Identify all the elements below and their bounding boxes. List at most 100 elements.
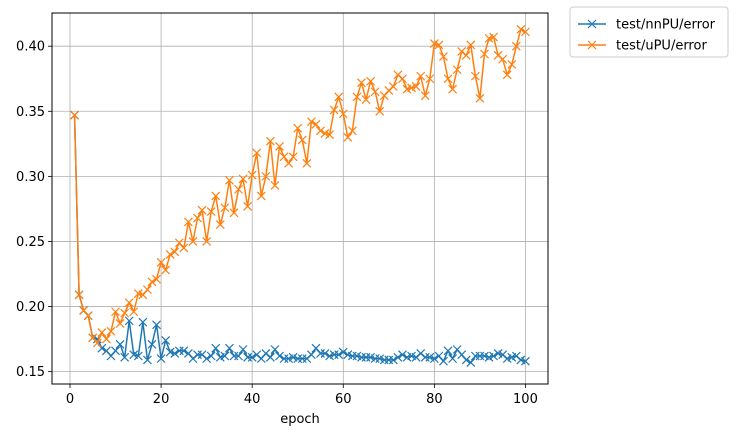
- data-point: [111, 346, 120, 356]
- data-point: [161, 335, 171, 345]
- data-point: [393, 352, 403, 362]
- data-point: [306, 117, 316, 127]
- y-tick-label: 0.20: [16, 300, 45, 315]
- legend-marker: [587, 19, 597, 29]
- data-point: [270, 181, 280, 190]
- data-point: [466, 358, 476, 367]
- data-point: [170, 247, 180, 257]
- grid: [52, 13, 548, 384]
- data-point: [334, 350, 344, 360]
- data-point: [261, 171, 271, 181]
- data-point: [338, 109, 348, 119]
- data-point: [102, 334, 111, 344]
- data-point: [265, 352, 275, 362]
- legend-item: test/uPU/error: [578, 39, 707, 54]
- data-point: [97, 328, 107, 338]
- data-point: [206, 351, 216, 361]
- data-point: [439, 356, 448, 366]
- data-point: [347, 126, 357, 136]
- data-point: [183, 217, 193, 227]
- data-point: [338, 347, 348, 357]
- data-point: [115, 319, 125, 328]
- data-point: [420, 91, 430, 101]
- legend-box: [569, 6, 729, 58]
- data-point: [275, 142, 284, 151]
- data-point: [252, 148, 262, 158]
- data-point: [224, 175, 234, 185]
- data-point: [388, 82, 398, 91]
- data-point: [448, 84, 458, 94]
- data-point: [156, 354, 166, 364]
- data-point: [124, 316, 134, 326]
- series-line: [73, 28, 526, 344]
- data-point: [92, 338, 102, 348]
- data-point: [202, 237, 212, 246]
- data-point: [279, 152, 289, 162]
- data-point: [398, 74, 407, 84]
- data-point: [439, 52, 448, 62]
- data-point: [311, 119, 321, 129]
- y-tick-label: 0.25: [16, 235, 45, 250]
- data-point: [411, 82, 421, 91]
- data-point: [370, 87, 380, 97]
- data-point: [334, 92, 344, 102]
- legend-item: test/nnPU/error: [578, 18, 716, 33]
- data-point: [234, 184, 243, 194]
- data-point: [234, 351, 243, 361]
- series-line: [73, 115, 526, 364]
- data-point: [179, 346, 189, 356]
- legend-label: test/uPU/error: [616, 39, 707, 54]
- data-point: [498, 54, 508, 64]
- data-point: [106, 326, 116, 336]
- data-point: [461, 50, 471, 60]
- data-point: [156, 257, 166, 267]
- data-point: [466, 40, 476, 50]
- data-point: [521, 27, 530, 37]
- data-point: [256, 191, 266, 201]
- data-point: [325, 130, 335, 140]
- data-point: [434, 40, 444, 50]
- data-point: [142, 285, 152, 295]
- data-point: [316, 126, 325, 136]
- legend: test/nnPU/error test/uPU/error: [569, 6, 729, 58]
- y-tick-label: 0.15: [16, 365, 45, 380]
- y-tick-label: 0.35: [16, 105, 45, 120]
- data-point: [129, 307, 139, 317]
- data-point: [238, 174, 248, 184]
- data-point: [179, 243, 189, 253]
- data-point: [202, 354, 212, 364]
- x-tick-label: 0: [66, 392, 74, 407]
- data-point: [238, 345, 248, 354]
- data-point: [343, 132, 353, 142]
- x-axis-label: epoch: [280, 412, 320, 427]
- y-tick-label: 0.40: [16, 40, 45, 55]
- data-point: [452, 65, 462, 75]
- data-point: [215, 220, 225, 229]
- data-point: [502, 70, 512, 80]
- data-point: [147, 339, 157, 349]
- data-point: [147, 277, 157, 287]
- data-point: [206, 207, 216, 216]
- data-point: [124, 298, 134, 308]
- data-point: [142, 355, 152, 365]
- data-point: [511, 41, 521, 51]
- data-point: [284, 158, 294, 168]
- data-point: [429, 354, 439, 364]
- data-point: [138, 317, 148, 327]
- data-point: [516, 24, 526, 34]
- data-point: [352, 92, 362, 102]
- data-point: [388, 355, 398, 365]
- data-point: [357, 78, 366, 88]
- data-point: [165, 250, 175, 259]
- data-point: [288, 152, 298, 162]
- data-point: [220, 203, 230, 213]
- data-point: [197, 205, 207, 215]
- data-point: [507, 59, 517, 69]
- data-point: [70, 110, 79, 120]
- y-tick-label: 0.30: [16, 170, 45, 185]
- data-point: [320, 348, 330, 358]
- data-point: [265, 136, 275, 146]
- data-point: [224, 343, 234, 353]
